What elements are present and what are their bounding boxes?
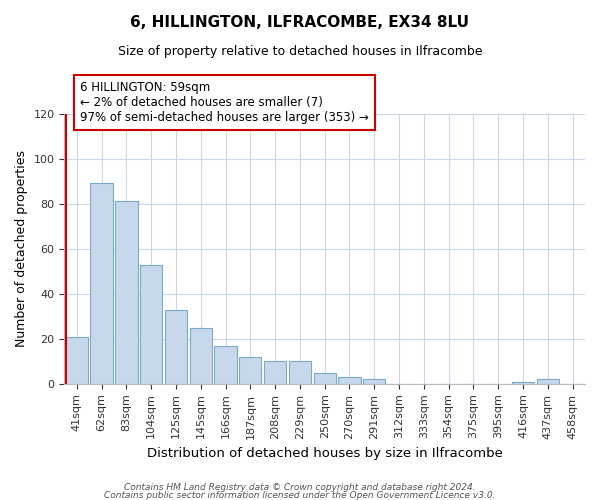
Bar (314, 372, 336, 384)
Bar (115, 202, 137, 384)
Bar (65, 336, 88, 384)
Bar (239, 357, 262, 384)
Bar (363, 380, 385, 384)
Bar (289, 362, 311, 384)
Text: Contains public sector information licensed under the Open Government Licence v3: Contains public sector information licen… (104, 490, 496, 500)
Bar (536, 380, 559, 384)
Bar (190, 328, 212, 384)
Bar (338, 377, 361, 384)
X-axis label: Distribution of detached houses by size in Ilfracombe: Distribution of detached houses by size … (147, 447, 503, 460)
Y-axis label: Number of detached properties: Number of detached properties (15, 150, 28, 348)
Text: 6, HILLINGTON, ILFRACOMBE, EX34 8LU: 6, HILLINGTON, ILFRACOMBE, EX34 8LU (131, 15, 470, 30)
Bar (91, 184, 113, 384)
Bar (512, 382, 534, 384)
Bar (214, 346, 236, 384)
Bar (264, 362, 286, 384)
Text: Size of property relative to detached houses in Ilfracombe: Size of property relative to detached ho… (118, 45, 482, 58)
Bar (165, 310, 187, 384)
Bar (140, 264, 163, 384)
Text: 6 HILLINGTON: 59sqm
← 2% of detached houses are smaller (7)
97% of semi-detached: 6 HILLINGTON: 59sqm ← 2% of detached hou… (80, 82, 369, 124)
Text: Contains HM Land Registry data © Crown copyright and database right 2024.: Contains HM Land Registry data © Crown c… (124, 483, 476, 492)
